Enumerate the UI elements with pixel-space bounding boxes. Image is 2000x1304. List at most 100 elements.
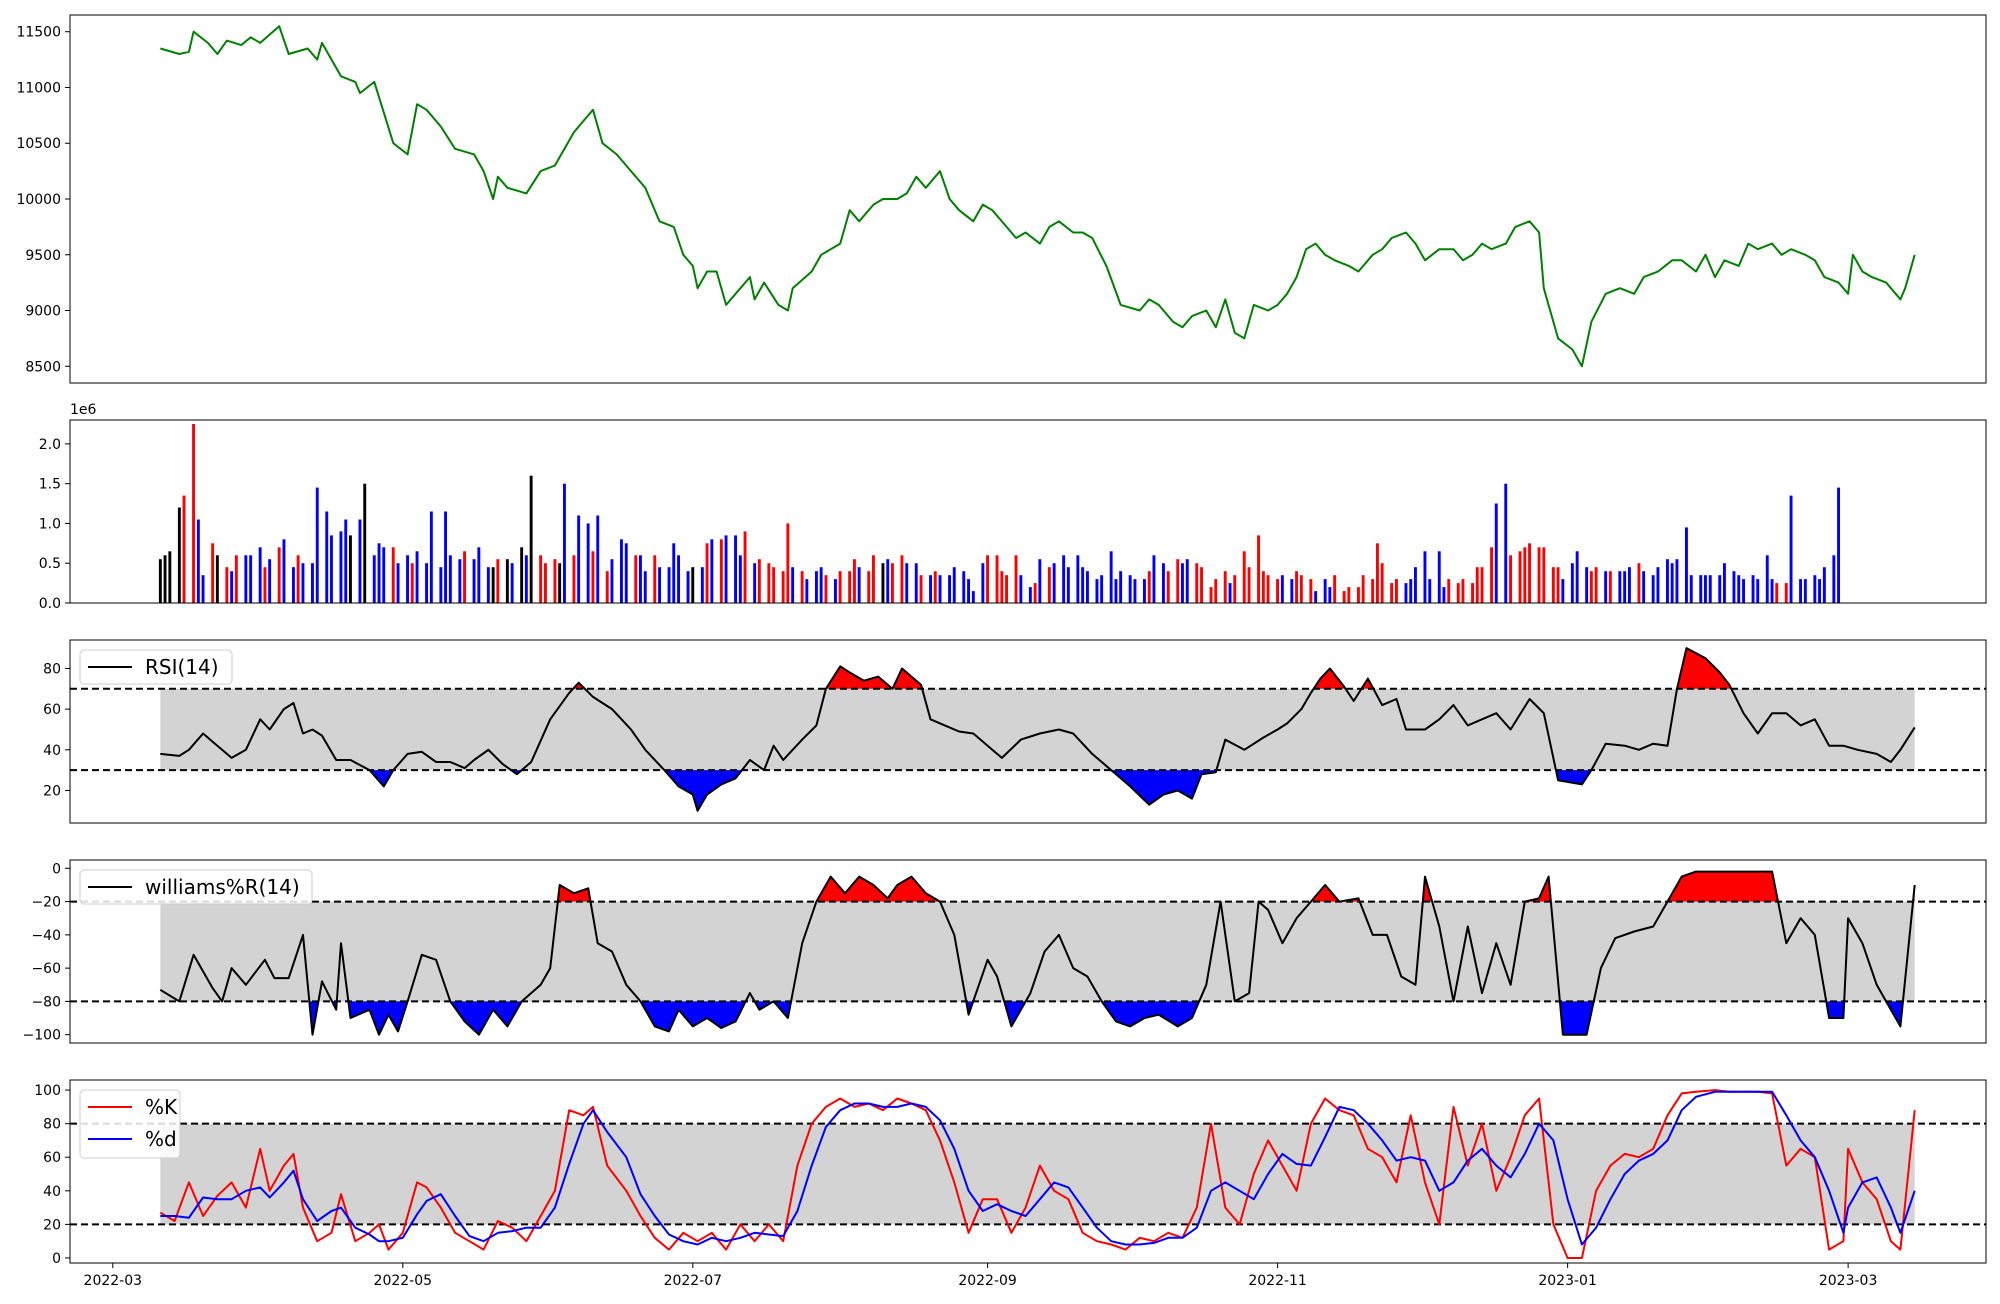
volume-bar xyxy=(1689,575,1693,603)
volume-bar xyxy=(1309,579,1313,603)
price-ytick-label: 9500 xyxy=(25,248,61,264)
volume-ytick-label: 2.0 xyxy=(39,437,61,453)
volume-bar xyxy=(700,567,704,603)
volume-bar xyxy=(1447,579,1451,603)
volume-bar xyxy=(1742,579,1745,603)
volume-bar xyxy=(886,559,890,603)
volume-bar xyxy=(1585,567,1589,603)
volume-bar xyxy=(1699,575,1703,603)
stochastic-k-line xyxy=(159,1089,1916,1259)
volume-bar xyxy=(225,567,229,603)
volume-bar xyxy=(1247,567,1251,603)
price-ytick-label: 8500 xyxy=(25,359,61,375)
volume-bar xyxy=(339,531,343,603)
volume-bar xyxy=(1803,579,1807,603)
volume-bar xyxy=(1494,503,1498,603)
volume-bar xyxy=(834,579,837,603)
volume-offset-label: 1e6 xyxy=(70,402,97,418)
volume-bar xyxy=(1299,575,1303,603)
volume-bar xyxy=(658,567,661,603)
volume-bar xyxy=(1333,575,1337,603)
williams-ytick-label: −40 xyxy=(31,928,61,944)
price-line xyxy=(160,25,1916,368)
williams-line xyxy=(159,870,1916,1036)
volume-bar xyxy=(1047,567,1051,603)
volume-bar xyxy=(919,575,923,603)
volume-bar xyxy=(800,571,804,603)
rsi-overbought-fill xyxy=(1361,678,1374,689)
volume-bar xyxy=(1475,567,1479,603)
volume-bar xyxy=(1395,579,1398,603)
volume-bar xyxy=(1209,587,1213,603)
volume-bar xyxy=(900,555,904,603)
volume-bar xyxy=(258,547,262,603)
volume-bar xyxy=(496,559,500,603)
volume-bar xyxy=(472,559,476,603)
volume-ytick-label: 1.5 xyxy=(39,477,61,493)
volume-bar xyxy=(158,559,162,603)
volume-bar xyxy=(853,559,856,603)
volume-bar xyxy=(971,591,975,603)
volume-bar xyxy=(1081,567,1085,603)
volume-bar xyxy=(1723,563,1726,603)
volume-bar xyxy=(196,519,200,603)
volume-bar xyxy=(1290,579,1294,603)
volume-bar xyxy=(620,539,623,603)
volume-bar xyxy=(1561,579,1565,603)
volume-bar xyxy=(1528,543,1531,603)
volume-bar xyxy=(643,571,647,603)
volume-bar xyxy=(986,555,989,603)
volume-bar xyxy=(786,523,790,603)
volume-bar xyxy=(491,567,495,603)
volume-bar xyxy=(743,531,747,603)
volume-bar xyxy=(1589,571,1593,603)
volume-bar xyxy=(520,547,524,603)
volume-bar xyxy=(962,571,966,603)
volume-bar xyxy=(1813,575,1817,603)
volume-bar xyxy=(486,567,490,603)
volume-bar xyxy=(705,543,709,603)
williams-neutral-band xyxy=(160,901,1915,1002)
williams-legend-label: williams%R(14) xyxy=(145,875,300,899)
volume-bar xyxy=(1347,587,1351,603)
volume-bar xyxy=(1028,587,1032,603)
volume-bar xyxy=(1390,583,1394,603)
volume-bar xyxy=(1176,559,1180,603)
volume-bar xyxy=(1414,567,1417,603)
volume-bar xyxy=(1770,579,1774,603)
volume-bar xyxy=(1052,563,1056,603)
x-tick-label: 2023-01 xyxy=(1538,1273,1597,1289)
volume-bar xyxy=(558,563,562,603)
volume-ytick-label: 1.0 xyxy=(39,516,61,532)
volume-bar xyxy=(444,511,447,603)
volume-bar xyxy=(192,424,195,603)
volume-bar xyxy=(1323,579,1327,603)
stochastic-frame xyxy=(69,1079,1987,1264)
volume-bar xyxy=(838,571,842,603)
stochastic-legend-k-label: %K xyxy=(145,1095,178,1119)
volume-bar xyxy=(1637,563,1641,603)
williams-legend-box xyxy=(79,869,313,905)
x-tick-label: 2022-11 xyxy=(1248,1273,1307,1289)
volume-bar xyxy=(586,523,590,603)
volume-bar xyxy=(1556,567,1560,603)
volume-bar xyxy=(1066,567,1070,603)
volume-bar xyxy=(1642,571,1646,603)
stochastic-ytick-label: 20 xyxy=(43,1217,61,1233)
volume-bar xyxy=(1376,543,1379,603)
volume-bar xyxy=(1670,563,1674,603)
volume-bar xyxy=(1038,559,1042,603)
volume-bar xyxy=(572,555,576,603)
volume-bar xyxy=(539,555,543,603)
volume-bar xyxy=(1818,579,1821,603)
volume-bar xyxy=(1504,483,1508,603)
volume-bar xyxy=(439,567,443,603)
volume-bar xyxy=(1775,583,1779,603)
volume-bar xyxy=(757,559,761,603)
volume-bar xyxy=(1371,579,1375,603)
volume-bar xyxy=(1751,575,1755,603)
volume-bar xyxy=(1442,587,1446,603)
volume-bar xyxy=(458,559,462,603)
volume-bar xyxy=(505,559,509,603)
volume-bar xyxy=(377,543,381,603)
